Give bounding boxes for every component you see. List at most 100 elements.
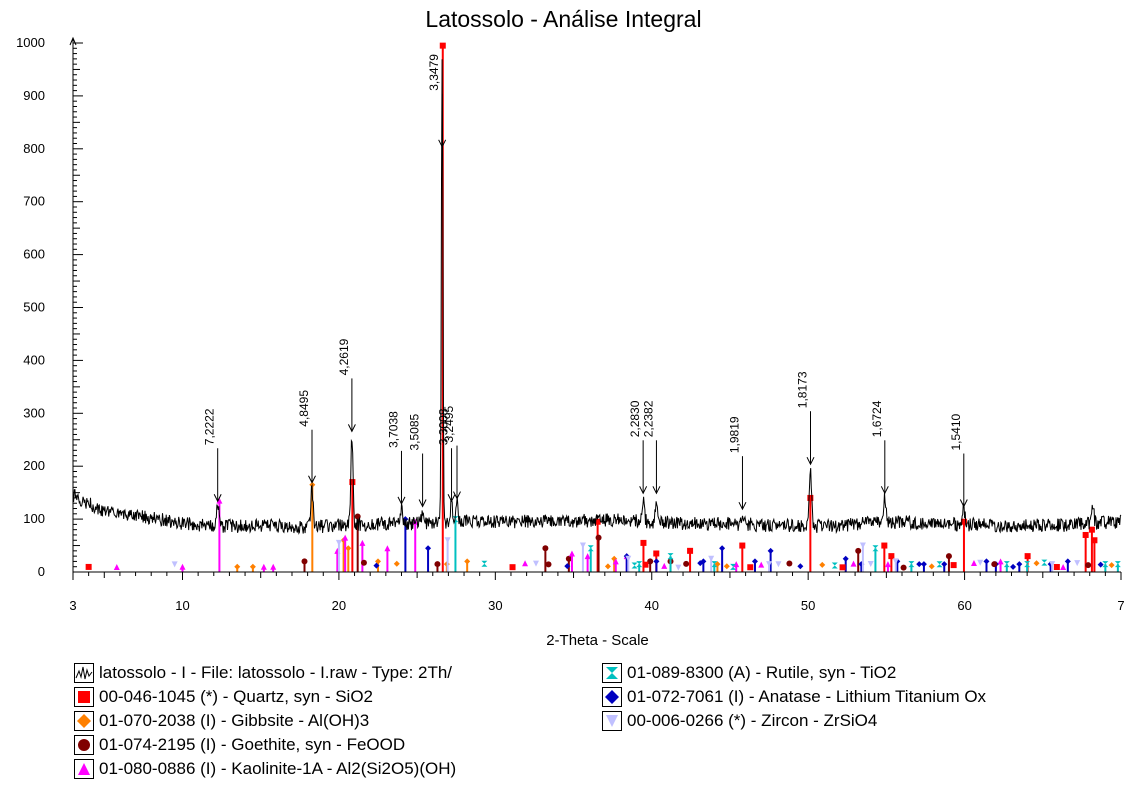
phase-stick-marker	[997, 558, 1004, 565]
phase-stick-marker	[594, 518, 601, 525]
phase-stick-marker	[587, 545, 594, 552]
phase-stick-marker	[1088, 526, 1095, 533]
legend-label: 01-089-8300 (A) - Rutile, syn - TiO2	[627, 663, 897, 682]
pattern-marker	[373, 562, 380, 569]
peak-label: 4,8495	[297, 390, 316, 484]
y-tick-label: 500	[23, 300, 45, 315]
y-tick-label: 700	[23, 194, 45, 209]
peak-label-text: 1,6724	[870, 400, 884, 437]
pattern-marker	[839, 564, 846, 571]
diamond-icon	[602, 687, 622, 707]
peak-label-text: 3,7038	[386, 411, 400, 448]
pattern-marker	[1074, 560, 1081, 567]
phase-stick-marker	[888, 553, 895, 560]
phase-stick-marker	[881, 542, 888, 549]
phase-stick-marker	[653, 558, 660, 565]
peak-label-text: 7,2222	[203, 408, 217, 445]
diamond-icon	[605, 690, 619, 704]
pattern-marker	[1108, 562, 1115, 569]
peak-label-arrow	[438, 139, 447, 148]
peak-label-text: 1,5410	[949, 413, 963, 450]
phase-stick-marker	[708, 555, 715, 562]
x-tick-label: 50	[801, 598, 815, 613]
phase-stick-marker	[595, 534, 602, 541]
peak-label-arrow	[453, 491, 461, 500]
x-tick-label: 40	[645, 598, 659, 613]
pattern-marker	[1097, 561, 1104, 568]
phase-4-sticks	[452, 516, 1121, 572]
phase-stick-marker	[249, 563, 256, 570]
diamond-icon	[74, 711, 94, 731]
phase-stick-marker	[359, 539, 366, 546]
phase-6-sticks	[335, 537, 1056, 572]
phase-stick-marker	[667, 553, 674, 560]
phase-stick-marker	[855, 547, 862, 554]
xrd-chart: 7,2222 4,8495 4,2619 3,7038 3,5085 3,3479 3,30…	[16, 35, 1125, 613]
phase-stick-marker	[579, 542, 586, 549]
pattern-marker	[642, 561, 649, 568]
phase-stick-marker	[1016, 561, 1023, 568]
peak-label-arrow	[652, 486, 661, 495]
peak-label-arrow	[213, 494, 222, 503]
phase-stick-marker	[1024, 561, 1031, 568]
phase-stick-marker	[719, 545, 726, 552]
phase-stick-marker	[960, 518, 967, 525]
pattern-marker	[113, 564, 120, 571]
phase-stick-marker	[945, 553, 952, 560]
y-tick-label: 100	[23, 511, 45, 526]
phase-stick-marker	[807, 494, 814, 501]
pattern-marker	[1010, 563, 1017, 570]
phase-stick-marker	[983, 558, 990, 565]
pattern-marker	[723, 563, 730, 570]
peak-label: 1,6724	[870, 400, 889, 495]
peak-label-text: 3,3479	[427, 54, 441, 91]
square-icon	[78, 691, 90, 703]
peak-label-text: 2,2382	[641, 400, 655, 437]
peak-label-arrow	[447, 494, 456, 503]
pattern-marker	[1041, 559, 1048, 566]
y-tick-label: 600	[23, 247, 45, 262]
phase-stick-marker	[342, 534, 349, 541]
phase-stick-marker	[425, 545, 432, 552]
phase-stick-marker	[301, 558, 308, 565]
pattern-marker	[867, 561, 874, 568]
phase-stick-marker	[767, 547, 774, 554]
peak-label-arrow	[347, 424, 356, 433]
pattern-marker	[481, 560, 488, 567]
x-tick-label: 60	[957, 598, 971, 613]
phase-stick-marker	[1064, 558, 1071, 565]
pattern-marker	[509, 564, 516, 571]
phase-stick-marker	[892, 558, 899, 565]
peak-label: 7,2222	[203, 408, 222, 503]
legend-label: 01-074-2195 (I) - Goethite, syn - FeOOD	[99, 735, 406, 754]
peak-label: 4,2619	[337, 338, 356, 433]
pattern-icon	[75, 666, 93, 680]
pattern-marker	[747, 564, 754, 571]
phase-stick-marker	[270, 563, 277, 570]
pattern-marker	[661, 562, 668, 569]
hourglass-icon	[606, 667, 618, 679]
peak-label-arrow	[397, 496, 406, 505]
legend-label: 01-072-7061 (I) - Anatase - Lithium Tita…	[627, 687, 987, 706]
peak-label: 1,5410	[949, 413, 968, 508]
phase-stick-marker	[216, 497, 223, 504]
legend-label: 01-080-0886 (I) - Kaolinite-1A - Al2(Si2…	[99, 759, 457, 778]
phase-stick-marker	[640, 539, 647, 546]
pattern-marker	[85, 563, 92, 570]
phase-stick-marker	[434, 561, 441, 568]
pattern-marker	[1060, 564, 1067, 571]
pattern-marker	[936, 561, 943, 568]
phase-stick-marker	[384, 545, 391, 552]
pattern-marker	[819, 561, 826, 568]
phase-stick-marker	[568, 550, 575, 557]
phase-stick-marker	[625, 555, 632, 562]
peak-label-text: 1,8173	[796, 371, 810, 408]
phase-stick-marker	[584, 553, 591, 560]
square-icon	[74, 687, 94, 707]
pattern-line	[72, 59, 1122, 535]
hourglass-icon	[602, 663, 622, 683]
phase-stick-marker	[1003, 561, 1010, 568]
x-tick-label: 10	[175, 598, 189, 613]
peak-label: 3,7038	[386, 411, 406, 505]
y-tick-label: 800	[23, 141, 45, 156]
